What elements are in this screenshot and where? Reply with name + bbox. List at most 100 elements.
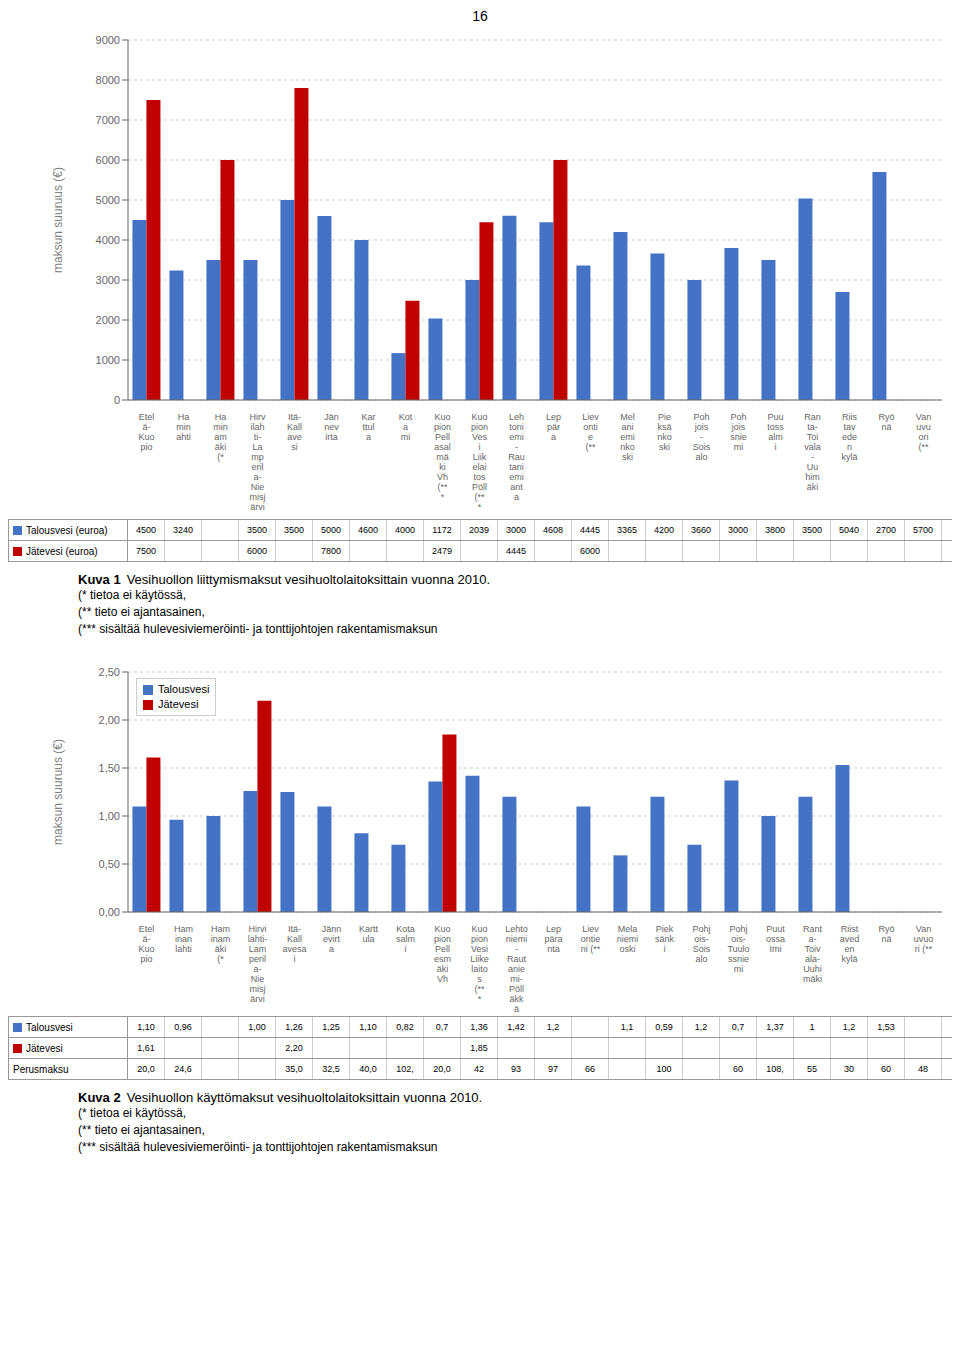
svg-text:maksun suuruus (€): maksun suuruus (€) bbox=[51, 739, 65, 845]
svg-text:Karttula: Karttula bbox=[359, 924, 379, 944]
svg-text:8000: 8000 bbox=[96, 74, 120, 86]
svg-text:Hirvilahti-Lamperila-Niemisjär: Hirvilahti-Lamperila-Niemisjärvi bbox=[250, 412, 266, 512]
html-text:(*** sisältää hulevesiviemeröi: (*** sisältää hulevesiviemeröinti- ja to… bbox=[78, 1140, 438, 1154]
svg-text:7000: 7000 bbox=[96, 114, 120, 126]
svg-text:Etelä-Kuopio: Etelä-Kuopio bbox=[138, 412, 154, 452]
svg-text:Melanieminkoski: Melanieminkoski bbox=[620, 412, 635, 462]
svg-text:0: 0 bbox=[114, 394, 120, 406]
html-text:Jätevesi (euroa): Jätevesi (euroa) bbox=[26, 545, 98, 557]
svg-text:Ranta-Toivala-Uuhimäki: Ranta-Toivala-Uuhimäki bbox=[804, 412, 821, 492]
svg-text:Puutossalmi: Puutossalmi bbox=[767, 412, 784, 452]
html-text:4200: 4200 bbox=[654, 525, 674, 535]
svg-text:9000: 9000 bbox=[96, 34, 120, 46]
html-text:Perusmaksu: Perusmaksu bbox=[13, 1063, 69, 1075]
html-text:Talousvesi: Talousvesi bbox=[26, 1021, 73, 1033]
svg-text:Jännevirta: Jännevirta bbox=[324, 412, 339, 442]
svg-text:Etelä-Kuopio: Etelä-Kuopio bbox=[138, 924, 154, 964]
svg-text:Itä-Kallavesi: Itä-Kallavesi bbox=[287, 412, 302, 452]
html-text:4608: 4608 bbox=[543, 525, 563, 535]
html-text:4445: 4445 bbox=[580, 525, 600, 535]
svg-text:Pieksänki: Pieksänki bbox=[655, 924, 675, 954]
html-text:3500: 3500 bbox=[802, 525, 822, 535]
svg-text:Vanuvuori (**: Vanuvuori (** bbox=[914, 924, 934, 954]
svg-text:Itä-Kallavesai: Itä-Kallavesai bbox=[282, 924, 306, 964]
svg-text:maksun suuruus (€): maksun suuruus (€) bbox=[51, 167, 65, 273]
svg-text:5000: 5000 bbox=[96, 194, 120, 206]
svg-text:Pieksänkoski: Pieksänkoski bbox=[657, 412, 672, 452]
html-text:7500: 7500 bbox=[136, 546, 156, 556]
html-text:(*** sisältää hulevesiviemeröi: (*** sisältää hulevesiviemeröinti- ja to… bbox=[78, 622, 438, 636]
svg-text:Kotami: Kotami bbox=[399, 412, 413, 442]
html-text:(** tieto ei ajantasainen,: (** tieto ei ajantasainen, bbox=[78, 1123, 205, 1137]
svg-text:Lehtoniemi-Rautaniemi-Pölläkkä: Lehtoniemi-Rautaniemi-Pölläkkä bbox=[505, 924, 528, 1012]
svg-text:Haminamäki(*: Haminamäki(* bbox=[211, 924, 231, 964]
html-text:5040: 5040 bbox=[839, 525, 859, 535]
html-text:Jätevesi: Jätevesi bbox=[26, 1042, 63, 1054]
html-text:(* tietoa ei käytössä,: (* tietoa ei käytössä, bbox=[78, 1106, 187, 1120]
svg-text:Pohjois-Soisalo: Pohjois-Soisalo bbox=[692, 924, 710, 964]
html-text:3000: 3000 bbox=[506, 525, 526, 535]
svg-text:Pohjoissniemi: Pohjoissniemi bbox=[730, 412, 747, 452]
html-text:5700: 5700 bbox=[913, 525, 933, 535]
svg-text:3000: 3000 bbox=[96, 274, 120, 286]
svg-text:Lehtoniemi-Rautaniemianta: Lehtoniemi-Rautaniemianta bbox=[508, 412, 525, 502]
svg-text:Jännevirta: Jännevirta bbox=[322, 924, 342, 954]
svg-text:0,00: 0,00 bbox=[99, 906, 120, 918]
html-text:4500: 4500 bbox=[136, 525, 156, 535]
svg-text:Haminamäki(*: Haminamäki(* bbox=[213, 412, 228, 462]
svg-text:Lievontieni (**: Lievontieni (** bbox=[581, 924, 601, 954]
html-text:Kuva 1 Vesihuollon liittymisma: Kuva 1 Vesihuollon liittymismaksut vesih… bbox=[78, 572, 491, 587]
svg-text:Kotasalmi: Kotasalmi bbox=[396, 924, 415, 954]
svg-text:1000: 1000 bbox=[96, 354, 120, 366]
html-text:3000: 3000 bbox=[728, 525, 748, 535]
svg-text:1,50: 1,50 bbox=[99, 762, 120, 774]
html-text:3500: 3500 bbox=[284, 525, 304, 535]
svg-text:2,00: 2,00 bbox=[99, 714, 120, 726]
html-text:Talousvesi: Talousvesi bbox=[158, 683, 210, 695]
svg-text:Karttula: Karttula bbox=[361, 412, 375, 442]
svg-text:2000: 2000 bbox=[96, 314, 120, 326]
svg-text:6000: 6000 bbox=[96, 154, 120, 166]
html-text:(** tieto ei ajantasainen,: (** tieto ei ajantasainen, bbox=[78, 605, 205, 619]
svg-text:Haminahti: Haminahti bbox=[176, 412, 191, 442]
svg-text:4000: 4000 bbox=[96, 234, 120, 246]
svg-text:2,50: 2,50 bbox=[99, 666, 120, 678]
svg-text:Riistavedenkylä: Riistavedenkylä bbox=[841, 412, 857, 462]
svg-text:Ranta-Toivala-Uuhimäki: Ranta-Toivala-Uuhimäki bbox=[803, 924, 823, 984]
svg-text:Ryönä: Ryönä bbox=[878, 924, 894, 944]
html-text:(* tietoa ei käytössä,: (* tietoa ei käytössä, bbox=[78, 588, 187, 602]
html-text:3500: 3500 bbox=[247, 525, 267, 535]
svg-text:0,50: 0,50 bbox=[99, 858, 120, 870]
svg-text:Ryönä: Ryönä bbox=[878, 412, 894, 432]
html-text:Kuva 2 Vesihuollon käyttömaksu: Kuva 2 Vesihuollon käyttömaksut vesihuol… bbox=[78, 1090, 483, 1105]
html-text:1172: 1172 bbox=[432, 525, 452, 535]
svg-text:PuutossaImi: PuutossaImi bbox=[766, 924, 785, 954]
svg-text:Lievontie(**: Lievontie(** bbox=[582, 412, 599, 452]
svg-text:Vanuvuori(**: Vanuvuori(** bbox=[916, 412, 931, 452]
svg-text:KuopionVesiLiikelaitosPöll(***: KuopionVesiLiikelaitosPöll(*** bbox=[471, 412, 488, 512]
svg-text:KuopionPellasalmäkiVh(***: KuopionPellasalmäkiVh(*** bbox=[434, 412, 451, 502]
html-text:3240: 3240 bbox=[173, 525, 193, 535]
svg-text:Hirvilahti-Lamperila-Niemisjär: Hirvilahti-Lamperila-Niemisjärvi bbox=[248, 924, 268, 1004]
svg-text:Riistavedenkylä: Riistavedenkylä bbox=[840, 924, 860, 964]
svg-text:Leppäranta: Leppäranta bbox=[544, 924, 562, 954]
html-text:3365: 3365 bbox=[617, 525, 637, 535]
svg-text:1,00: 1,00 bbox=[99, 810, 120, 822]
svg-text:Pohjois-Tuulossniemi: Pohjois-Tuulossniemi bbox=[727, 924, 749, 974]
html-text:4600: 4600 bbox=[358, 525, 378, 535]
html-text:Jätevesi: Jätevesi bbox=[158, 698, 199, 710]
svg-text:KuopionVesiLiikelaitos(***: KuopionVesiLiikelaitos(*** bbox=[470, 924, 489, 1004]
html-text:4000: 4000 bbox=[395, 525, 415, 535]
html-text:3660: 3660 bbox=[691, 525, 711, 535]
svg-text:Melaniemioski: Melaniemioski bbox=[617, 924, 639, 954]
html-text:5000: 5000 bbox=[321, 525, 341, 535]
html-text:3800: 3800 bbox=[765, 525, 785, 535]
html-text:2039: 2039 bbox=[469, 525, 489, 535]
html-text:2700: 2700 bbox=[876, 525, 896, 535]
svg-text:Haminanlahti: Haminanlahti bbox=[174, 924, 193, 954]
svg-text:KuopionPellesmäkiVh: KuopionPellesmäkiVh bbox=[434, 924, 451, 984]
svg-text:Leppära: Leppära bbox=[546, 412, 561, 442]
html-text:16: 16 bbox=[472, 8, 488, 24]
html-text:Talousvesi (euroa): Talousvesi (euroa) bbox=[26, 524, 108, 536]
svg-text:Pohjois-Soisalo: Pohjois-Soisalo bbox=[693, 412, 711, 462]
